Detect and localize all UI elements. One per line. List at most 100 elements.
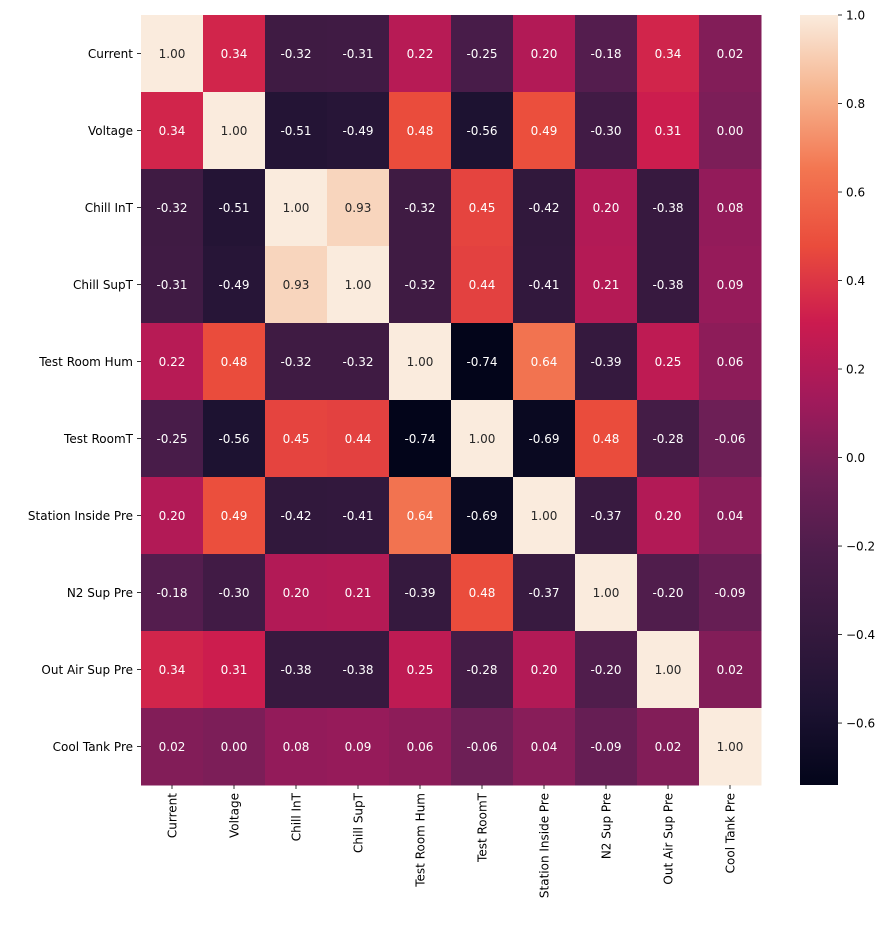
colorbar-gradient <box>800 15 838 785</box>
cell-annotation: 0.64 <box>407 509 434 523</box>
heatmap-cell <box>389 708 452 786</box>
heatmap-cell <box>513 631 576 709</box>
cell-annotation: 0.06 <box>407 740 434 754</box>
cell-annotation: 1.00 <box>283 201 310 215</box>
cell-annotation: 0.48 <box>469 586 496 600</box>
cell-annotation: 1.00 <box>593 586 620 600</box>
cell-annotation: 0.21 <box>345 586 372 600</box>
cell-annotation: -0.74 <box>466 355 497 369</box>
heatmap-cell <box>265 554 328 632</box>
cell-annotation: -0.31 <box>156 278 187 292</box>
cell-annotation: 0.48 <box>407 124 434 138</box>
x-tick-label: Chill InT <box>290 792 304 841</box>
cell-annotation: 0.49 <box>531 124 558 138</box>
cell-annotation: 0.04 <box>531 740 558 754</box>
y-tick-label: N2 Sup Pre <box>67 586 133 600</box>
heatmap-cell <box>141 477 204 555</box>
cell-annotation: -0.09 <box>714 586 745 600</box>
heatmap-cell <box>141 323 204 401</box>
heatmap-cell <box>513 92 576 170</box>
cell-annotation: 0.02 <box>717 663 744 677</box>
cell-annotation: 0.64 <box>531 355 558 369</box>
heatmap-cell <box>451 554 514 632</box>
heatmap-cell <box>513 400 576 478</box>
cell-annotation: 1.00 <box>531 509 558 523</box>
cell-annotation: -0.69 <box>528 432 559 446</box>
heatmap-cell <box>327 15 390 93</box>
heatmap-cell <box>451 246 514 324</box>
cell-annotation: -0.39 <box>404 586 435 600</box>
heatmap-cell <box>389 477 452 555</box>
heatmap-cell <box>265 708 328 786</box>
cell-annotation: 1.00 <box>345 278 372 292</box>
heatmap-cell <box>699 92 762 170</box>
heatmap-cell <box>575 477 638 555</box>
heatmap-cell <box>203 323 266 401</box>
heatmap-cell <box>575 631 638 709</box>
heatmap-cell <box>389 169 452 247</box>
cell-annotation: 0.00 <box>717 124 744 138</box>
cell-annotation: -0.32 <box>404 278 435 292</box>
heatmap-cell <box>327 246 390 324</box>
heatmap-cell <box>699 400 762 478</box>
cell-annotation: 0.02 <box>159 740 186 754</box>
heatmap-cell <box>265 631 328 709</box>
heatmap-cells <box>141 15 762 786</box>
x-tick-label: Station Inside Pre <box>538 793 552 898</box>
colorbar-tick-label: 0.0 <box>846 451 865 465</box>
cell-annotation: 1.00 <box>469 432 496 446</box>
colorbar-ticks: 1.0 0.8 0.6 0.4 0.2 0.0 −0.2 −0.4 −0.6 <box>838 9 875 731</box>
cell-annotation: -0.25 <box>466 47 497 61</box>
y-tick-label: Chill InT <box>85 201 134 215</box>
cell-annotation: -0.18 <box>590 47 621 61</box>
heatmap-cell <box>699 631 762 709</box>
x-tick-label: N2 Sup Pre <box>600 793 614 859</box>
heatmap-cell <box>451 15 514 93</box>
cell-annotation: -0.32 <box>342 355 373 369</box>
x-tick-label: Out Air Sup Pre <box>662 793 676 885</box>
colorbar-tick-label: 0.8 <box>846 97 865 111</box>
cell-annotation: 1.00 <box>407 355 434 369</box>
cell-annotation: -0.09 <box>590 740 621 754</box>
cell-annotation: -0.69 <box>466 509 497 523</box>
heatmap-cell <box>637 15 700 93</box>
x-tick-label: Chill SupT <box>352 792 366 853</box>
heatmap-cell <box>327 92 390 170</box>
cell-annotation: 0.31 <box>221 663 248 677</box>
heatmap-cell <box>265 92 328 170</box>
cell-annotation: 0.22 <box>407 47 434 61</box>
cell-annotation: 0.20 <box>159 509 186 523</box>
heatmap-cell <box>389 323 452 401</box>
heatmap-cell <box>575 708 638 786</box>
colorbar-tick-label: −0.4 <box>846 628 875 642</box>
x-tick-label: Test RoomT <box>476 792 490 863</box>
heatmap-cell <box>513 554 576 632</box>
heatmap-cell <box>451 631 514 709</box>
x-tick-label: Cool Tank Pre <box>724 793 738 873</box>
y-tick-label: Voltage <box>88 124 133 138</box>
heatmap-cell <box>327 477 390 555</box>
heatmap-cell <box>141 631 204 709</box>
cell-annotation: -0.06 <box>714 432 745 446</box>
cell-annotation: 0.25 <box>655 355 682 369</box>
cell-annotation: -0.38 <box>342 663 373 677</box>
cell-annotation: -0.32 <box>404 201 435 215</box>
cell-annotation: -0.38 <box>280 663 311 677</box>
cell-annotation: 1.00 <box>221 124 248 138</box>
cell-annotation: 0.20 <box>593 201 620 215</box>
heatmap-cell <box>265 169 328 247</box>
cell-annotation: -0.20 <box>590 663 621 677</box>
heatmap-cell <box>327 554 390 632</box>
heatmap-cell <box>513 323 576 401</box>
cell-annotation: 0.06 <box>717 355 744 369</box>
cell-annotation: -0.28 <box>652 432 683 446</box>
cell-annotation: -0.49 <box>218 278 249 292</box>
x-tick-label: Voltage <box>228 793 242 838</box>
heatmap-cell <box>637 169 700 247</box>
cell-annotation: 0.04 <box>717 509 744 523</box>
cell-annotation: 0.44 <box>345 432 372 446</box>
heatmap-cell <box>513 15 576 93</box>
heatmap-cell <box>265 400 328 478</box>
cell-annotation: 0.48 <box>593 432 620 446</box>
